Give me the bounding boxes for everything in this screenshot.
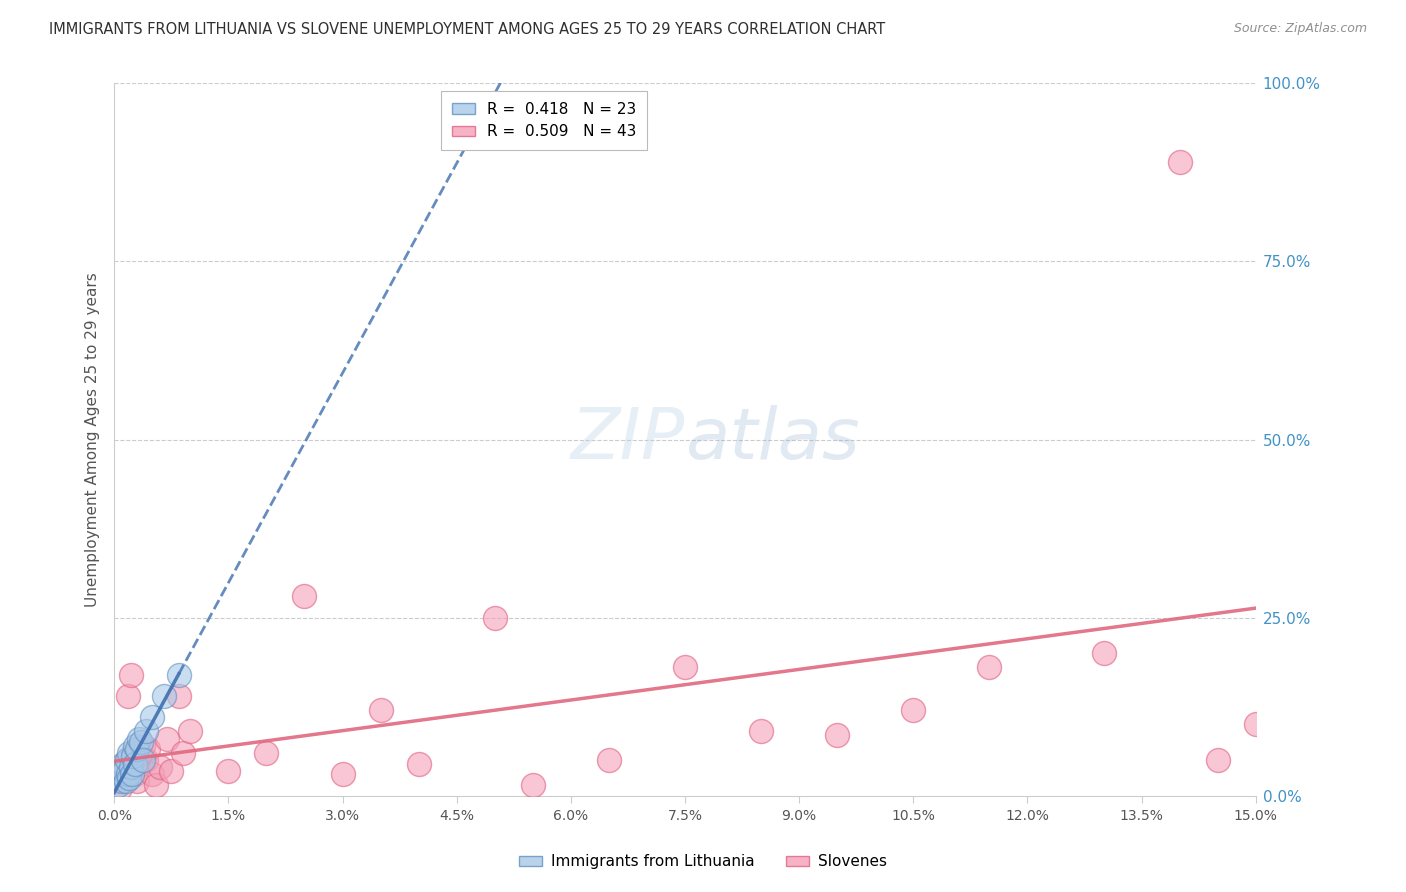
Point [294, 589, 316, 603]
Point [141, 710, 163, 724]
Text: atlas: atlas [685, 405, 859, 474]
Point [132, 753, 155, 767]
Point [167, 667, 190, 681]
Point [114, 771, 136, 785]
Point [117, 771, 139, 785]
Point [112, 767, 135, 781]
Point [254, 746, 277, 760]
Y-axis label: Unemployment Among Ages 25 to 29 years: Unemployment Among Ages 25 to 29 years [86, 272, 100, 607]
Point [124, 767, 146, 781]
Point [129, 756, 152, 771]
Point [114, 774, 136, 789]
Point [332, 767, 354, 781]
Point [149, 760, 172, 774]
Point [179, 724, 201, 739]
Point [132, 739, 155, 753]
Point [111, 760, 134, 774]
Point [172, 746, 194, 760]
Point [118, 746, 141, 760]
Point [115, 753, 138, 767]
Point [167, 689, 190, 703]
Point [145, 778, 167, 792]
Point [122, 749, 145, 764]
Point [121, 767, 143, 781]
Point [522, 778, 544, 792]
Text: ZIP: ZIP [571, 405, 685, 474]
Point [124, 739, 146, 753]
Point [484, 610, 506, 624]
Point [160, 764, 183, 778]
Point [115, 753, 138, 767]
Point [135, 724, 157, 739]
Point [111, 774, 134, 789]
Point [979, 660, 1001, 674]
Text: Source: ZipAtlas.com: Source: ZipAtlas.com [1233, 22, 1367, 36]
Point [107, 774, 129, 789]
Point [408, 756, 430, 771]
Text: IMMIGRANTS FROM LITHUANIA VS SLOVENE UNEMPLOYMENT AMONG AGES 25 TO 29 YEARS CORR: IMMIGRANTS FROM LITHUANIA VS SLOVENE UNE… [49, 22, 886, 37]
Point [138, 742, 160, 756]
Legend: Immigrants from Lithuania, Slovenes: Immigrants from Lithuania, Slovenes [513, 848, 893, 875]
Point [117, 767, 139, 781]
Point [217, 764, 239, 778]
Point [598, 753, 620, 767]
Point [122, 746, 145, 760]
Point [135, 753, 157, 767]
Point [117, 689, 139, 703]
Point [112, 764, 135, 778]
Point [118, 764, 141, 778]
Point [825, 728, 848, 742]
Point [156, 731, 179, 746]
Point [370, 703, 392, 717]
Point [110, 767, 132, 781]
Point [120, 667, 142, 681]
Point [749, 724, 772, 739]
Point [128, 731, 150, 746]
Point [1168, 154, 1191, 169]
Point [1244, 717, 1267, 731]
Point [129, 735, 152, 749]
Point [110, 781, 132, 796]
Legend: R =  0.418   N = 23, R =  0.509   N = 43: R = 0.418 N = 23, R = 0.509 N = 43 [441, 91, 647, 150]
Point [128, 749, 150, 764]
Point [124, 756, 146, 771]
Point [107, 778, 129, 792]
Point [1206, 753, 1229, 767]
Point [1092, 646, 1115, 660]
Point [120, 760, 142, 774]
Point [141, 767, 163, 781]
Point [152, 689, 174, 703]
Point [903, 703, 925, 717]
Point [125, 742, 148, 756]
Point [112, 756, 135, 771]
Point [673, 660, 696, 674]
Point [125, 774, 148, 789]
